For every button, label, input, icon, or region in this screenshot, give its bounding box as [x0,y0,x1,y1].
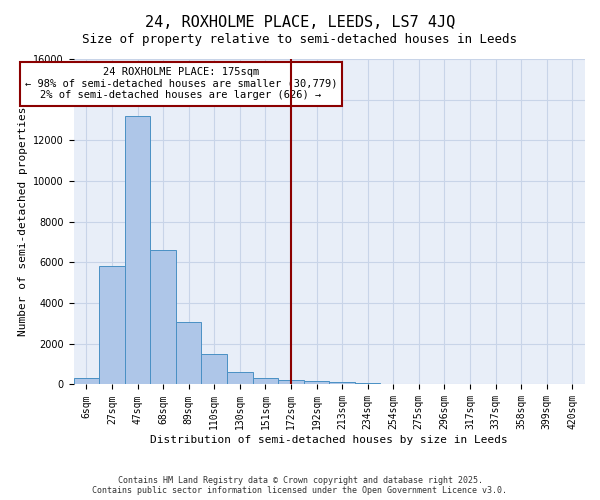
Text: Contains HM Land Registry data © Crown copyright and database right 2025.
Contai: Contains HM Land Registry data © Crown c… [92,476,508,495]
Text: 24, ROXHOLME PLACE, LEEDS, LS7 4JQ: 24, ROXHOLME PLACE, LEEDS, LS7 4JQ [145,15,455,30]
X-axis label: Distribution of semi-detached houses by size in Leeds: Distribution of semi-detached houses by … [151,435,508,445]
Bar [278,380,304,384]
Bar [74,378,99,384]
Y-axis label: Number of semi-detached properties: Number of semi-detached properties [17,107,28,336]
Text: Size of property relative to semi-detached houses in Leeds: Size of property relative to semi-detach… [83,32,517,46]
Bar [125,116,151,384]
Bar [253,378,278,384]
Text: 24 ROXHOLME PLACE: 175sqm
← 98% of semi-detached houses are smaller (30,779)
2% : 24 ROXHOLME PLACE: 175sqm ← 98% of semi-… [25,67,337,100]
Bar [227,372,253,384]
Bar [151,250,176,384]
Bar [202,354,227,384]
Bar [329,382,355,384]
Bar [355,382,380,384]
Bar [304,380,329,384]
Bar [99,266,125,384]
Bar [176,322,202,384]
